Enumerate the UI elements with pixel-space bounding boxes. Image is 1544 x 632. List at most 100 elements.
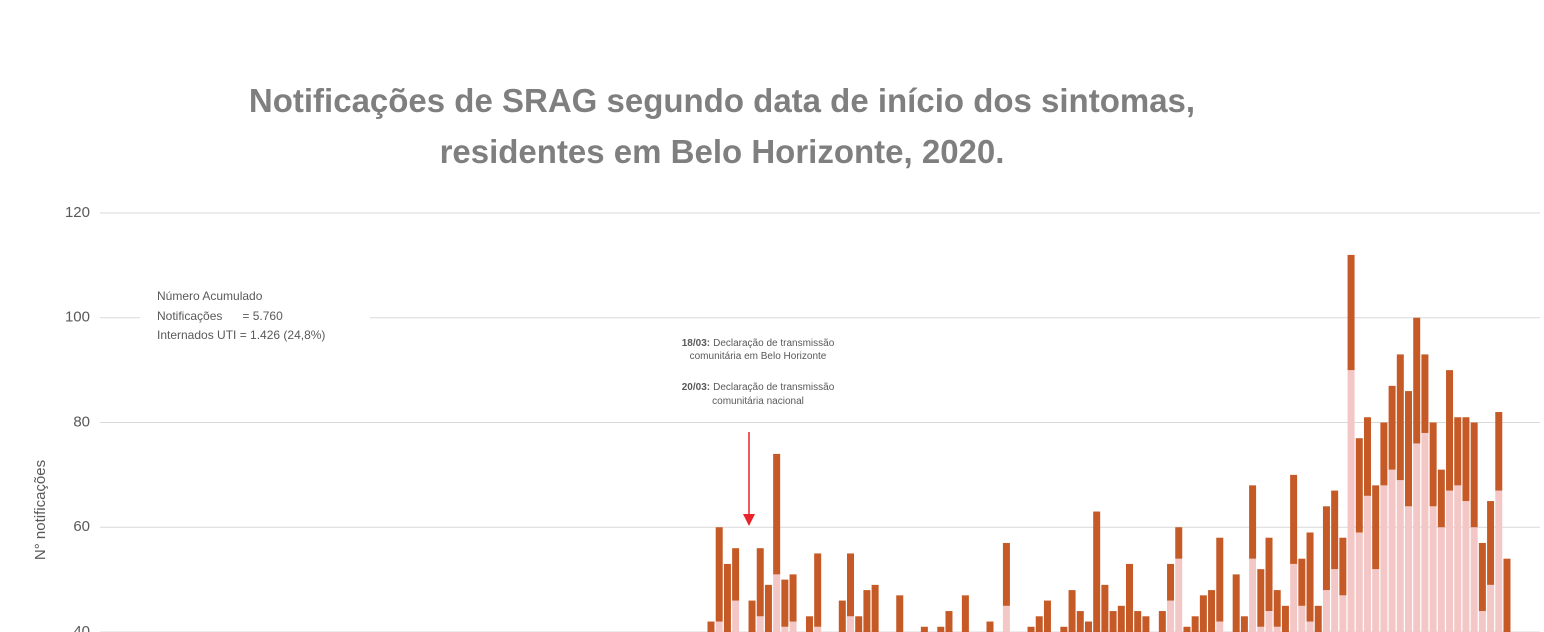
bar-segment (1298, 605, 1306, 632)
y-tick-label: 120 (65, 204, 90, 221)
bar-segment (1306, 621, 1314, 632)
bar-segment (814, 553, 822, 627)
bar-segment (1109, 611, 1117, 632)
annotation-box (140, 285, 370, 343)
bar-segment (1413, 443, 1421, 632)
grid: 40 60 80 100 120 (65, 204, 1540, 632)
bar-segment (1470, 527, 1478, 632)
bar-segment (707, 621, 715, 632)
bar-segment (789, 621, 797, 632)
bar-segment (732, 600, 740, 632)
bar-segment (871, 584, 879, 632)
bar-segment (1437, 527, 1445, 632)
bar-segment (1134, 611, 1142, 632)
bar-segment (1421, 432, 1429, 632)
note: 20/03: Declaração de transmissão (682, 382, 835, 393)
bar-segment (1265, 537, 1273, 612)
annotation: Internados UTI = 1.426 (24,8%) (157, 328, 325, 342)
bar-segment (1002, 542, 1010, 606)
bar-segment (1454, 485, 1462, 632)
bar-segment (1380, 422, 1388, 486)
bar-segment (748, 600, 756, 632)
bar-segment (1175, 527, 1183, 559)
bar-segment (986, 621, 994, 632)
chart-title: residentes em Belo Horizonte, 2020. (440, 133, 1005, 170)
bar-segment (1478, 611, 1486, 632)
bar-segment (1101, 584, 1109, 632)
y-tick-label: 40 (73, 623, 90, 632)
bar-segment (1363, 495, 1371, 632)
bar-segment (1142, 616, 1150, 632)
bar-segment (1175, 558, 1183, 632)
bar-segment (1339, 537, 1347, 596)
bar-segment (805, 616, 813, 632)
bar-segment (1322, 590, 1330, 632)
bar-segment (1380, 485, 1388, 632)
bar-segment (1347, 254, 1355, 371)
bar-segment (1413, 317, 1421, 444)
bar-segment (1249, 558, 1257, 632)
bar-segment (1405, 506, 1413, 632)
bar-segment (1454, 417, 1462, 486)
bar-segment (773, 574, 781, 632)
bar-segment (1084, 621, 1092, 632)
bar-segment (1446, 490, 1454, 632)
bar-segment (1265, 611, 1273, 632)
bar-segment (1216, 621, 1224, 632)
bar-segment (1257, 569, 1265, 627)
annotation: Número Acumulado (157, 289, 263, 303)
bar-segment (1232, 574, 1240, 632)
bar-segment (1002, 605, 1010, 632)
bar-segment (781, 579, 789, 627)
bar-segment (1273, 590, 1281, 627)
bar-segment (1167, 563, 1175, 601)
bar-segment (1421, 354, 1429, 433)
bars (707, 254, 1511, 632)
note-text: Declaração de transmissão (713, 338, 835, 349)
bar-segment (781, 626, 789, 632)
bar-segment (1257, 626, 1265, 632)
note-date: 20/03: (682, 382, 710, 393)
bar-segment (1068, 590, 1076, 632)
bar-segment (961, 595, 969, 632)
bar-segment (863, 590, 871, 632)
bar-segment (732, 548, 740, 601)
bar-segment (1347, 370, 1355, 632)
bar-segment (1158, 611, 1166, 632)
bar-segment (1290, 563, 1298, 632)
arrow-head (743, 514, 755, 526)
bar-segment (1372, 569, 1380, 632)
note-text: Declaração de transmissão (713, 382, 835, 393)
bar-segment (1446, 370, 1454, 491)
bar-segment (715, 621, 723, 632)
bar-segment (1027, 626, 1035, 632)
bar-segment (1503, 558, 1511, 632)
bar-segment (1322, 506, 1330, 591)
bar-segment (1429, 506, 1437, 632)
bar-segment (1060, 626, 1068, 632)
y-tick-label: 80 (73, 413, 90, 430)
bar-segment (1273, 626, 1281, 632)
bar-segment (1372, 485, 1380, 570)
bar-segment (1495, 412, 1503, 491)
bar-segment (937, 626, 945, 632)
bar-segment (1339, 595, 1347, 632)
bar-segment (1331, 490, 1339, 570)
note-text: comunitária em Belo Horizonte (690, 351, 827, 362)
bar-segment (1355, 532, 1363, 632)
bar-segment (715, 527, 723, 622)
bar-segment (1216, 537, 1224, 622)
bar-segment (1199, 595, 1207, 632)
bar-segment (1290, 474, 1298, 564)
bar-segment (1314, 605, 1322, 632)
bar-segment (1429, 422, 1437, 507)
bar-segment (1495, 490, 1503, 632)
bar-segment (1249, 485, 1257, 559)
bar-segment (1405, 391, 1413, 507)
bar-segment (1076, 611, 1084, 632)
bar-segment (1191, 616, 1199, 632)
note-date: 18/03: (682, 338, 710, 349)
y-tick-label: 100 (65, 309, 90, 326)
note: 18/03: Declaração de transmissão (682, 338, 835, 349)
